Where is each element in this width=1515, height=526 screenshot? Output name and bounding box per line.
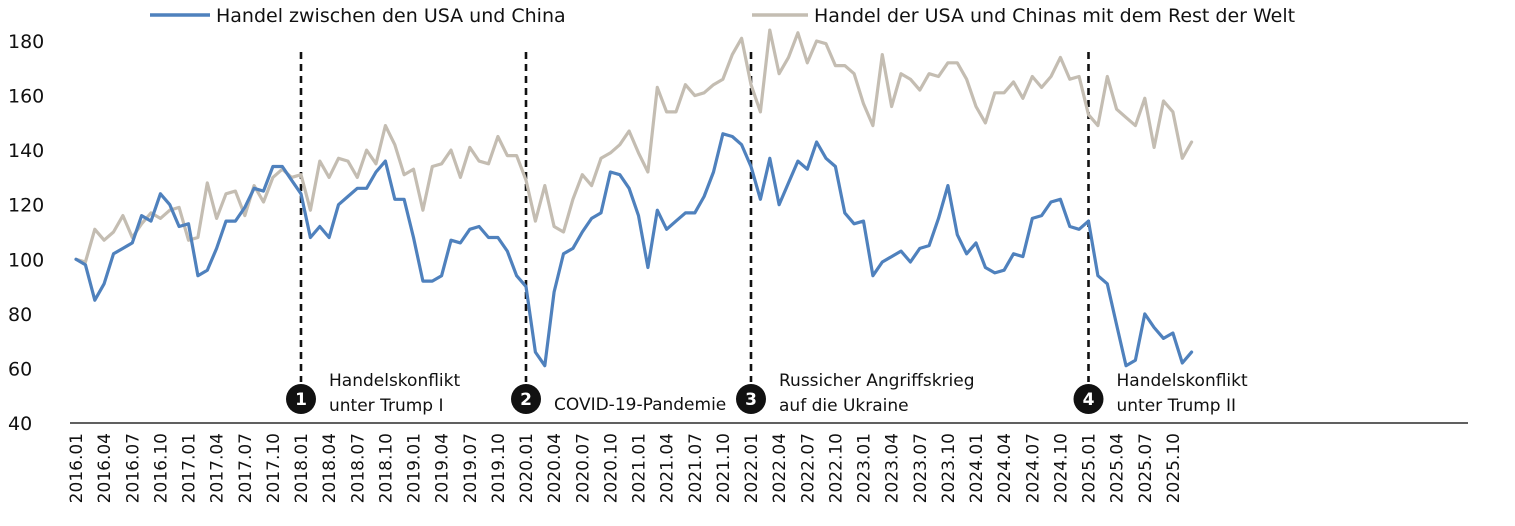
event-label-1-line-2: unter Trump I xyxy=(329,396,443,416)
x-tick-label: 2022.01 xyxy=(742,433,762,503)
event-badge-1 xyxy=(286,384,316,414)
y-tick-label: 120 xyxy=(8,195,44,217)
event-badge-2 xyxy=(511,384,541,414)
y-tick-label: 60 xyxy=(8,358,32,380)
legend-label-1: Handel zwischen den USA und China xyxy=(216,5,566,27)
x-tick-label: 2019.07 xyxy=(461,433,481,503)
x-tick-label: 2024.04 xyxy=(995,433,1015,503)
event-label-3-line-1: Russicher Angriffskrieg xyxy=(779,371,975,391)
x-tick-label: 2018.10 xyxy=(376,433,396,503)
event-number-4: 4 xyxy=(1083,390,1095,410)
x-tick-label: 2020.10 xyxy=(601,433,621,503)
y-tick-label: 100 xyxy=(8,249,44,271)
event-annotations: 1 Handelskonflikt unter Trump I 2 COVID-19-P… xyxy=(286,371,1248,416)
x-tick-label: 2021.07 xyxy=(686,433,706,503)
x-tick-label: 2018.04 xyxy=(320,433,340,503)
x-tick-label: 2016.10 xyxy=(151,433,171,503)
event-badge-4 xyxy=(1073,384,1104,414)
x-tick-label: 2020.07 xyxy=(573,433,593,503)
y-tick-label: 180 xyxy=(8,31,44,53)
x-tick-label: 2019.04 xyxy=(433,433,453,503)
event-label-2: COVID-19-Pandemie xyxy=(554,395,726,415)
x-tick-label: 2017.10 xyxy=(264,433,284,503)
x-tick-label: 2016.01 xyxy=(67,433,87,503)
x-tick-label: 2025.01 xyxy=(1080,433,1100,503)
y-tick-label: 160 xyxy=(8,86,44,108)
x-tick-label: 2019.01 xyxy=(405,433,425,503)
event-number-2: 2 xyxy=(520,390,532,410)
y-axis: 40 60 80 100 120 140 160 180 xyxy=(8,31,44,435)
x-tick-label: 2021.10 xyxy=(714,433,734,503)
series-lines xyxy=(74,28,1194,368)
x-tick-label: 2023.07 xyxy=(911,433,931,503)
x-tick-label: 2020.01 xyxy=(517,433,537,503)
event-label-4-line-1: Handelskonflikt xyxy=(1117,371,1248,391)
x-tick-label: 2025.07 xyxy=(1136,433,1156,503)
x-tick-label: 2024.10 xyxy=(1051,433,1071,503)
legend-label-2: Handel der USA und Chinas mit dem Rest d… xyxy=(814,5,1295,27)
x-tick-label: 2018.01 xyxy=(292,433,312,503)
event-label-4-line-2: unter Trump II xyxy=(1117,396,1237,416)
x-tick-label: 2017.01 xyxy=(180,433,200,503)
x-tick-label: 2025.04 xyxy=(1108,433,1128,503)
event-badge-3 xyxy=(736,384,766,414)
y-tick-label: 80 xyxy=(8,304,32,326)
x-tick-label: 2021.01 xyxy=(630,433,650,503)
y-tick-label: 140 xyxy=(8,140,44,162)
x-tick-label: 2022.10 xyxy=(826,433,846,503)
x-tick-label: 2017.07 xyxy=(236,433,256,503)
event-number-1: 1 xyxy=(295,390,307,410)
x-tick-label: 2021.04 xyxy=(658,433,678,503)
series-line-1 xyxy=(74,132,1194,368)
x-tick-label: 2022.04 xyxy=(770,433,790,503)
x-tick-label: 2023.04 xyxy=(883,433,903,503)
series-line-2 xyxy=(74,28,1194,264)
x-axis: 2016.01 2016.04 2016.07 2016.10 2017.01 2017.… xyxy=(67,422,1468,503)
event-label-1-line-1: Handelskonflikt xyxy=(329,371,460,391)
x-tick-label: 2024.01 xyxy=(967,433,987,503)
event-label-3-line-2: auf die Ukraine xyxy=(779,396,909,416)
event-number-3: 3 xyxy=(745,390,757,410)
x-tick-label: 2016.04 xyxy=(95,433,115,503)
x-tick-label: 2018.07 xyxy=(348,433,368,503)
x-tick-label: 2024.07 xyxy=(1023,433,1043,503)
x-tick-label: 2023.10 xyxy=(939,433,959,503)
y-tick-label: 40 xyxy=(8,413,32,435)
x-tick-label: 2019.10 xyxy=(489,433,509,503)
x-tick-label: 2025.10 xyxy=(1164,433,1184,503)
x-tick-label: 2020.04 xyxy=(545,433,565,503)
x-tick-label: 2022.07 xyxy=(798,433,818,503)
x-tick-label: 2016.07 xyxy=(123,433,143,503)
x-tick-label: 2023.01 xyxy=(855,433,875,503)
x-tick-label: 2017.04 xyxy=(208,433,228,503)
event-markers xyxy=(299,52,1090,382)
legend: Handel zwischen den USA und China Handel … xyxy=(150,5,1295,27)
